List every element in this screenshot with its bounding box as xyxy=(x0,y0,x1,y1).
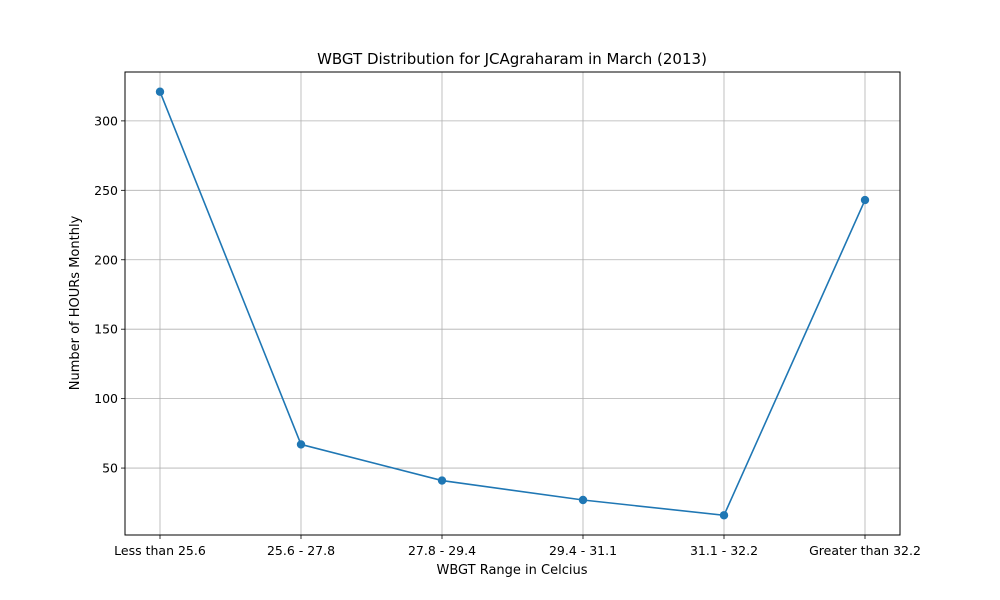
y-tick-label: 150 xyxy=(94,322,118,337)
x-tick-label: 27.8 - 29.4 xyxy=(408,543,476,558)
data-point xyxy=(155,87,165,96)
series-layer xyxy=(155,87,870,520)
plot-frame xyxy=(124,71,901,536)
x-tick-label: 25.6 - 27.8 xyxy=(267,543,335,558)
x-tick-label: Less than 25.6 xyxy=(114,543,206,558)
chart-title: WBGT Distribution for JCAgraharam in Mar… xyxy=(317,50,707,68)
x-tick-label: 31.1 - 32.2 xyxy=(690,543,758,558)
grid xyxy=(125,72,900,535)
x-tick-label: 29.4 - 31.1 xyxy=(549,543,617,558)
x-tick-label: Greater than 32.2 xyxy=(809,543,921,558)
data-point xyxy=(437,476,447,485)
y-tick-label: 200 xyxy=(94,252,118,267)
y-tick-label: 300 xyxy=(94,113,118,128)
x-axis-label: WBGT Range in Celcius xyxy=(436,563,587,578)
data-point xyxy=(578,495,588,505)
x-axis: Less than 25.6 25.6 - 27.8 27.8 - 29.4 29.4… xyxy=(114,535,921,558)
data-point xyxy=(719,511,729,520)
y-axis: 50 100 150 200 250 300 xyxy=(94,113,125,476)
y-tick-label: 50 xyxy=(102,461,118,476)
y-axis-label: Number of HOURs Monthly xyxy=(68,215,83,390)
y-tick-label: 100 xyxy=(94,391,118,406)
series-line xyxy=(159,91,866,517)
data-point xyxy=(860,195,870,205)
y-tick-label: 250 xyxy=(94,183,118,198)
data-point xyxy=(296,440,306,449)
